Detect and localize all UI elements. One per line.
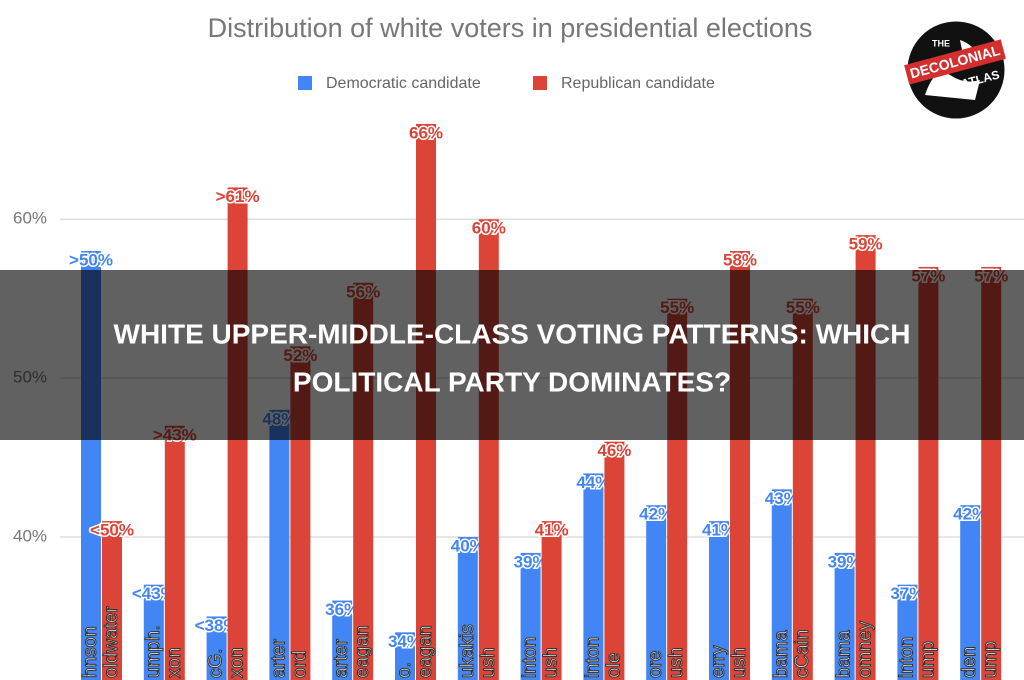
x-tick-label: eagan bbox=[352, 625, 373, 678]
bar bbox=[143, 584, 164, 680]
value-label: 37% bbox=[890, 584, 924, 603]
value-label: 41% bbox=[535, 521, 569, 540]
value-label: 36% bbox=[325, 600, 359, 619]
bar bbox=[395, 632, 415, 680]
x-tick-label: hnson bbox=[80, 626, 101, 678]
value-label: 39% bbox=[514, 552, 548, 571]
x-tick-label: inton bbox=[896, 637, 917, 678]
value-label: 58% bbox=[723, 251, 757, 270]
y-tick-label: 40% bbox=[13, 526, 47, 545]
x-tick-label: ush bbox=[666, 647, 687, 678]
x-tick-label: bama bbox=[771, 630, 792, 678]
value-label: 46% bbox=[597, 441, 631, 460]
x-tick-label: xon bbox=[164, 647, 185, 678]
x-tick-label: umph. bbox=[143, 625, 164, 678]
bar bbox=[583, 473, 604, 680]
x-tick-label: inton bbox=[582, 637, 603, 678]
bar bbox=[541, 521, 562, 680]
x-tick-label: ukakis bbox=[457, 624, 478, 678]
x-tick-label: den bbox=[959, 646, 980, 678]
x-tick-label: ord bbox=[289, 651, 310, 678]
bar bbox=[834, 552, 855, 680]
x-tick-label: o. bbox=[394, 662, 415, 678]
value-label: 34% bbox=[388, 632, 422, 651]
value-label: >50% bbox=[69, 251, 113, 270]
legend-label: Democratic candidate bbox=[326, 75, 481, 92]
bar bbox=[960, 505, 981, 680]
value-label: 42% bbox=[953, 505, 987, 524]
overlay-title: POLITICAL PARTY DOMINATES? bbox=[293, 366, 731, 397]
value-label: <50% bbox=[90, 521, 134, 540]
x-tick-label: arter bbox=[268, 638, 289, 678]
bar bbox=[646, 505, 667, 680]
bar bbox=[102, 521, 122, 680]
x-tick-label: inton bbox=[520, 637, 541, 678]
bar bbox=[206, 616, 227, 680]
legend-label: Republican candidate bbox=[561, 75, 715, 92]
x-tick-label: oldwater bbox=[101, 606, 122, 678]
x-tick-label: bama bbox=[834, 630, 855, 678]
bar bbox=[520, 552, 541, 680]
x-tick-label: ush bbox=[541, 647, 562, 678]
bar bbox=[604, 441, 625, 680]
overlay-band bbox=[0, 270, 1024, 440]
overlay-title: WHITE UPPER-MIDDLE-CLASS VOTING PATTERNS… bbox=[114, 318, 911, 349]
x-tick-label: erry bbox=[708, 645, 729, 678]
bar bbox=[709, 521, 729, 680]
bar bbox=[332, 600, 353, 680]
x-tick-label: ush bbox=[478, 647, 499, 678]
logo: THE DECOLONIAL ATLAS bbox=[904, 18, 1008, 122]
x-tick-label: omney bbox=[855, 620, 876, 678]
x-tick-label: ole bbox=[603, 653, 624, 678]
legend-swatch bbox=[533, 76, 547, 90]
logo-banner bbox=[904, 39, 1006, 85]
value-label: 60% bbox=[472, 219, 506, 238]
y-tick-label: 60% bbox=[13, 209, 47, 228]
x-tick-label: arter bbox=[331, 638, 352, 678]
x-tick-label: cG. bbox=[206, 648, 227, 678]
bar bbox=[771, 489, 792, 680]
chart-title: Distribution of white voters in presiden… bbox=[208, 13, 813, 43]
value-label: 59% bbox=[849, 235, 883, 254]
value-label: >61% bbox=[216, 187, 260, 206]
x-tick-label: cCain bbox=[792, 629, 813, 678]
logo-text: THE bbox=[932, 38, 950, 48]
x-tick-label: ush bbox=[729, 647, 750, 678]
value-label: 41% bbox=[702, 521, 736, 540]
value-label: 43% bbox=[765, 489, 799, 508]
value-label: 66% bbox=[409, 123, 443, 142]
x-tick-label: xon bbox=[227, 647, 248, 678]
x-tick-label: ore bbox=[645, 651, 666, 678]
bar bbox=[897, 584, 918, 680]
value-label: 40% bbox=[451, 536, 485, 555]
x-tick-label: ump bbox=[980, 641, 1001, 678]
x-tick-label: ump bbox=[917, 641, 938, 678]
value-label: 42% bbox=[639, 505, 673, 524]
bar bbox=[269, 409, 290, 680]
legend-swatch bbox=[298, 76, 312, 90]
bar bbox=[457, 537, 478, 680]
x-tick-label: eagan bbox=[415, 625, 436, 678]
bar bbox=[164, 425, 185, 680]
value-label: 39% bbox=[828, 552, 862, 571]
value-label: 44% bbox=[576, 473, 610, 492]
